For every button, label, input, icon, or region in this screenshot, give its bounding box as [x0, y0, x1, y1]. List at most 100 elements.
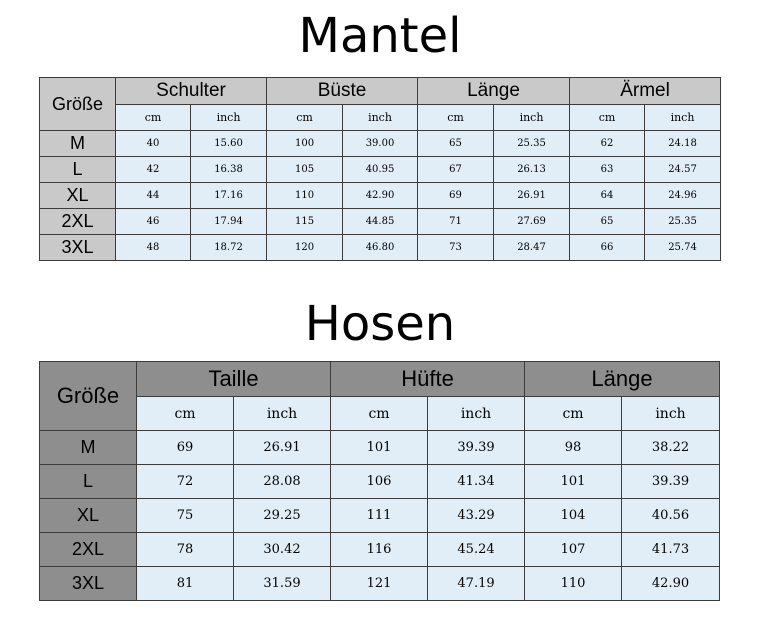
mantel-value-cell: 46 [115, 208, 191, 235]
hosen-group-header: Länge [524, 361, 721, 397]
hosen-size-label: XL [39, 498, 137, 533]
mantel-value-cell: 63 [569, 156, 646, 183]
hosen-size-label: 2XL [39, 532, 137, 567]
hosen-unit-inch: inch [232, 396, 332, 431]
mantel-unit-cm: cm [569, 104, 646, 131]
mantel-value-cell: 24.96 [644, 182, 722, 209]
mantel-value-cell: 16.38 [189, 156, 268, 183]
mantel-value-cell: 71 [417, 208, 495, 235]
mantel-size-table: Größe Schulter Büste Länge Ärmel cm inch cm inch… [39, 77, 722, 261]
mantel-value-cell: 25.35 [493, 130, 571, 157]
table-row: M 69 26.91 101 39.39 98 38.22 [39, 430, 721, 465]
hosen-unit-inch: inch [427, 396, 526, 431]
mantel-value-cell: 17.94 [189, 208, 268, 235]
mantel-value-cell: 66 [569, 234, 646, 261]
mantel-value-cell: 120 [266, 234, 344, 261]
hosen-value-cell: 31.59 [232, 566, 332, 601]
mantel-value-cell: 24.57 [644, 156, 722, 183]
hosen-size-header: Größe [39, 361, 137, 431]
hosen-value-cell: 75 [136, 498, 234, 533]
mantel-group-header: Länge [417, 77, 571, 105]
mantel-unit-row: cm inch cm inch cm inch cm inch [40, 104, 722, 131]
hosen-value-cell: 81 [136, 566, 234, 601]
mantel-value-cell: 110 [266, 182, 344, 209]
table-row: 2XL 46 17.94 115 44.85 71 27.69 65 25.35 [39, 208, 722, 235]
hosen-value-cell: 121 [330, 566, 429, 601]
hosen-value-cell: 101 [330, 430, 429, 465]
mantel-value-cell: 39.00 [342, 130, 419, 157]
hosen-unit-cm: cm [524, 396, 623, 431]
mantel-value-cell: 65 [569, 208, 646, 235]
mantel-value-cell: 26.91 [493, 182, 571, 209]
mantel-value-cell: 67 [417, 156, 495, 183]
hosen-unit-row: cm inch cm inch cm inch [40, 396, 721, 431]
mantel-value-cell: 44.85 [342, 208, 419, 235]
hosen-unit-inch: inch [621, 396, 721, 431]
hosen-value-cell: 39.39 [621, 464, 721, 499]
hosen-value-cell: 78 [136, 532, 234, 567]
hosen-value-cell: 38.22 [621, 430, 721, 465]
mantel-size-label: M [39, 130, 116, 157]
mantel-value-cell: 26.13 [493, 156, 571, 183]
mantel-value-cell: 24.18 [644, 130, 722, 157]
table-row: L 72 28.08 106 41.34 101 39.39 [39, 464, 721, 499]
table-row: M 40 15.60 100 39.00 65 25.35 62 24.18 [39, 130, 722, 157]
hosen-value-cell: 45.24 [427, 532, 526, 567]
hosen-value-cell: 116 [330, 532, 429, 567]
hosen-value-cell: 47.19 [427, 566, 526, 601]
hosen-value-cell: 41.34 [427, 464, 526, 499]
hosen-value-cell: 30.42 [232, 532, 332, 567]
mantel-value-cell: 105 [266, 156, 344, 183]
hosen-value-cell: 41.73 [621, 532, 721, 567]
mantel-value-cell: 115 [266, 208, 344, 235]
hosen-unit-cm: cm [136, 396, 234, 431]
mantel-value-cell: 40 [115, 130, 191, 157]
hosen-value-cell: 72 [136, 464, 234, 499]
mantel-value-cell: 28.47 [493, 234, 571, 261]
mantel-unit-inch: inch [342, 104, 419, 131]
mantel-unit-cm: cm [115, 104, 191, 131]
hosen-group-header: Hüfte [330, 361, 526, 397]
table-row: 2XL 78 30.42 116 45.24 107 41.73 [39, 532, 721, 567]
hosen-size-table: Größe Taille Hüfte Länge cm inch cm inch cm inch M… [39, 361, 721, 601]
mantel-unit-inch: inch [644, 104, 722, 131]
mantel-value-cell: 42 [115, 156, 191, 183]
hosen-header-row: Größe Taille Hüfte Länge [39, 361, 721, 431]
hosen-value-cell: 69 [136, 430, 234, 465]
mantel-value-cell: 27.69 [493, 208, 571, 235]
mantel-value-cell: 15.60 [189, 130, 268, 157]
mantel-unit-inch: inch [189, 104, 268, 131]
mantel-size-label: XL [39, 182, 116, 209]
mantel-unit-cm: cm [266, 104, 344, 131]
mantel-group-header: Schulter [114, 77, 268, 105]
mantel-value-cell: 46.80 [342, 234, 419, 261]
mantel-value-cell: 17.16 [189, 182, 268, 209]
mantel-title: Mantel [298, 8, 462, 64]
mantel-header-row: Größe Schulter Büste Länge Ärmel [39, 77, 722, 131]
hosen-title: Hosen [304, 296, 456, 352]
mantel-size-label: L [39, 156, 116, 183]
mantel-group-header: Ärmel [569, 77, 722, 105]
mantel-group-header: Büste [266, 77, 419, 105]
mantel-size-header: Größe [39, 77, 116, 131]
hosen-value-cell: 43.29 [427, 498, 526, 533]
hosen-value-cell: 104 [524, 498, 623, 533]
hosen-value-cell: 101 [524, 464, 623, 499]
hosen-value-cell: 26.91 [232, 430, 332, 465]
hosen-value-cell: 39.39 [427, 430, 526, 465]
mantel-unit-inch: inch [493, 104, 571, 131]
mantel-value-cell: 44 [115, 182, 191, 209]
hosen-size-label: M [39, 430, 137, 465]
mantel-value-cell: 48 [115, 234, 191, 261]
hosen-unit-cm: cm [330, 396, 429, 431]
hosen-value-cell: 28.08 [232, 464, 332, 499]
hosen-value-cell: 110 [524, 566, 623, 601]
mantel-size-label: 2XL [39, 208, 116, 235]
hosen-size-label: L [39, 464, 137, 499]
mantel-value-cell: 42.90 [342, 182, 419, 209]
hosen-value-cell: 42.90 [621, 566, 721, 601]
hosen-value-cell: 111 [330, 498, 429, 533]
hosen-value-cell: 29.25 [232, 498, 332, 533]
mantel-value-cell: 18.72 [189, 234, 268, 261]
mantel-value-cell: 69 [417, 182, 495, 209]
